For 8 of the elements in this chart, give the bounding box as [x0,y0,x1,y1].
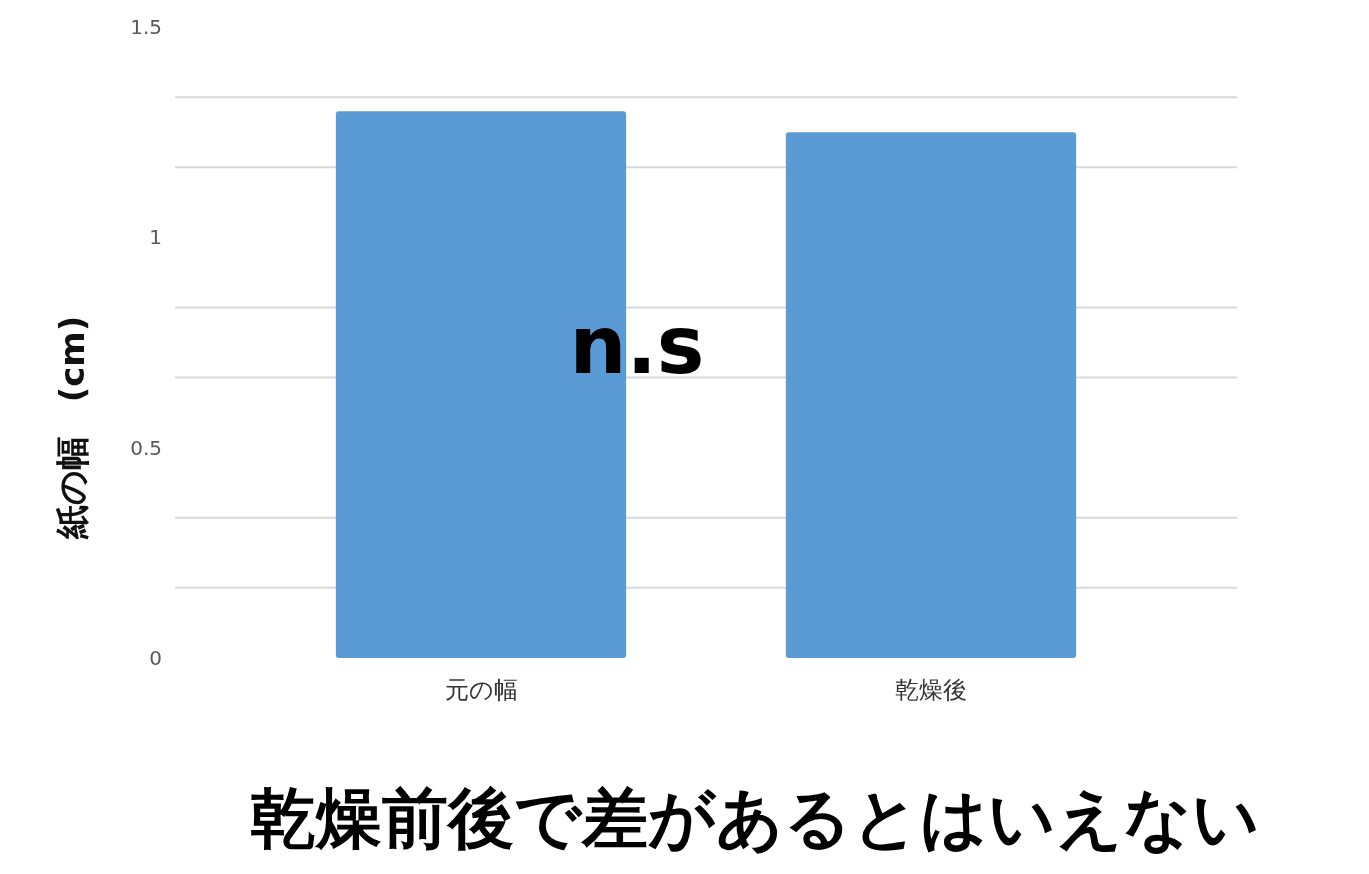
y-tick-label: 1.5 [130,15,162,39]
y-axis-title: 紙の幅 (cm) [52,315,92,541]
x-tick-label: 元の幅 [444,676,518,704]
y-tick-label: 0.5 [130,435,162,460]
text: 乾燥前後で差があるとはいえない [250,779,1260,857]
x-tick-label: 乾燥後 [895,676,967,704]
y-tick-label: 1 [149,225,162,250]
y-tick-label: 0 [149,646,162,670]
